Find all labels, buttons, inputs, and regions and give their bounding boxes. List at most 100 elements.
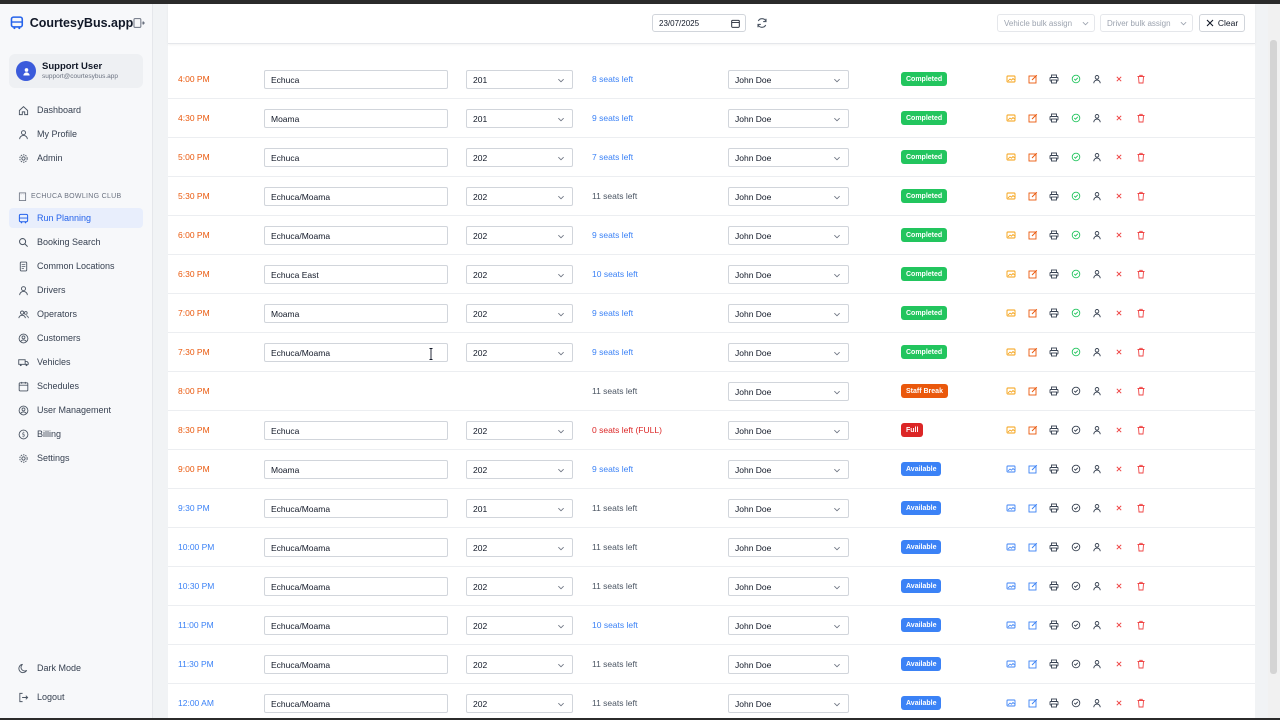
trash-icon[interactable] [1136, 503, 1146, 513]
close-icon[interactable] [1114, 74, 1124, 84]
edit-icon[interactable] [1028, 698, 1038, 708]
print-icon[interactable] [1049, 230, 1059, 240]
driver-select[interactable]: John Doe [728, 109, 849, 128]
driver-select[interactable]: John Doe [728, 265, 849, 284]
trash-icon[interactable] [1136, 542, 1146, 552]
print-icon[interactable] [1049, 659, 1059, 669]
close-icon[interactable] [1114, 659, 1124, 669]
check-circle-icon[interactable] [1071, 503, 1081, 513]
seats-left[interactable]: 0 seats left (FULL) [592, 425, 662, 435]
user-icon[interactable] [1092, 698, 1102, 708]
image-icon[interactable] [1006, 698, 1016, 708]
close-icon[interactable] [1114, 308, 1124, 318]
user-icon[interactable] [1092, 659, 1102, 669]
user-icon[interactable] [1092, 308, 1102, 318]
seats-left[interactable]: 9 seats left [592, 308, 634, 318]
vehicle-select[interactable]: 202 [466, 148, 573, 167]
trash-icon[interactable] [1136, 191, 1146, 201]
close-icon[interactable] [1114, 464, 1124, 474]
location-input[interactable]: Echuca [264, 148, 448, 167]
edit-icon[interactable] [1028, 74, 1038, 84]
driver-select[interactable]: John Doe [728, 694, 849, 713]
vehicle-select[interactable]: 201 [466, 499, 573, 518]
vehicle-select[interactable]: 202 [466, 577, 573, 596]
print-icon[interactable] [1049, 152, 1059, 162]
seats-left[interactable]: 8 seats left [592, 74, 634, 84]
check-circle-icon[interactable] [1071, 464, 1081, 474]
user-icon[interactable] [1092, 386, 1102, 396]
trash-icon[interactable] [1136, 74, 1146, 84]
edit-icon[interactable] [1028, 620, 1038, 630]
edit-icon[interactable] [1028, 425, 1038, 435]
location-input[interactable]: Echuca/Moama [264, 226, 448, 245]
image-icon[interactable] [1006, 191, 1016, 201]
close-icon[interactable] [1114, 386, 1124, 396]
nav-admin[interactable]: Admin [9, 148, 143, 168]
location-input[interactable]: Echuca [264, 70, 448, 89]
vehicle-select[interactable]: 201 [466, 109, 573, 128]
user-icon[interactable] [1092, 152, 1102, 162]
nav-run-planning[interactable]: Run Planning [9, 208, 143, 228]
trash-icon[interactable] [1136, 698, 1146, 708]
user-icon[interactable] [1092, 230, 1102, 240]
edit-icon[interactable] [1028, 347, 1038, 357]
seats-left[interactable]: 9 seats left [592, 464, 634, 474]
trash-icon[interactable] [1136, 620, 1146, 630]
close-icon[interactable] [1114, 620, 1124, 630]
driver-select[interactable]: John Doe [728, 577, 849, 596]
trash-icon[interactable] [1136, 659, 1146, 669]
user-icon[interactable] [1092, 620, 1102, 630]
print-icon[interactable] [1049, 113, 1059, 123]
print-icon[interactable] [1049, 425, 1059, 435]
trash-icon[interactable] [1136, 269, 1146, 279]
nav-billing[interactable]: $ Billing [9, 424, 143, 444]
seats-left[interactable]: 7 seats left [592, 152, 634, 162]
trash-icon[interactable] [1136, 230, 1146, 240]
image-icon[interactable] [1006, 74, 1016, 84]
vehicle-select[interactable]: 202 [466, 694, 573, 713]
location-input[interactable]: Moama [264, 109, 448, 128]
refresh-icon[interactable] [756, 17, 768, 29]
print-icon[interactable] [1049, 542, 1059, 552]
check-circle-icon[interactable] [1071, 191, 1081, 201]
image-icon[interactable] [1006, 464, 1016, 474]
driver-select[interactable]: John Doe [728, 187, 849, 206]
driver-select[interactable]: John Doe [728, 499, 849, 518]
image-icon[interactable] [1006, 269, 1016, 279]
trash-icon[interactable] [1136, 581, 1146, 591]
print-icon[interactable] [1049, 386, 1059, 396]
location-input[interactable]: Echuca/Moama [264, 187, 448, 206]
vehicle-select[interactable]: 202 [466, 304, 573, 323]
edit-icon[interactable] [1028, 542, 1038, 552]
user-icon[interactable] [1092, 581, 1102, 591]
trash-icon[interactable] [1136, 425, 1146, 435]
edit-icon[interactable] [1028, 152, 1038, 162]
user-icon[interactable] [1092, 347, 1102, 357]
print-icon[interactable] [1049, 191, 1059, 201]
user-icon[interactable] [1092, 269, 1102, 279]
close-icon[interactable] [1114, 698, 1124, 708]
check-circle-icon[interactable] [1071, 308, 1081, 318]
check-circle-icon[interactable] [1071, 152, 1081, 162]
scrollbar-thumb[interactable] [1270, 40, 1277, 674]
image-icon[interactable] [1006, 347, 1016, 357]
image-icon[interactable] [1006, 581, 1016, 591]
driver-select[interactable]: John Doe [728, 343, 849, 362]
nav-dashboard[interactable]: Dashboard [9, 100, 143, 120]
nav-operators[interactable]: Operators [9, 304, 143, 324]
user-icon[interactable] [1092, 503, 1102, 513]
vehicle-select[interactable]: 202 [466, 538, 573, 557]
close-icon[interactable] [1114, 581, 1124, 591]
print-icon[interactable] [1049, 347, 1059, 357]
seats-left[interactable]: 10 seats left [592, 620, 638, 630]
edit-icon[interactable] [1028, 659, 1038, 669]
seats-left[interactable]: 9 seats left [592, 113, 634, 123]
location-input[interactable]: Echuca/Moama [264, 343, 448, 362]
dark-mode-toggle[interactable]: Dark Mode [9, 658, 143, 678]
print-icon[interactable] [1049, 698, 1059, 708]
print-icon[interactable] [1049, 269, 1059, 279]
image-icon[interactable] [1006, 659, 1016, 669]
image-icon[interactable] [1006, 386, 1016, 396]
image-icon[interactable] [1006, 152, 1016, 162]
image-icon[interactable] [1006, 113, 1016, 123]
